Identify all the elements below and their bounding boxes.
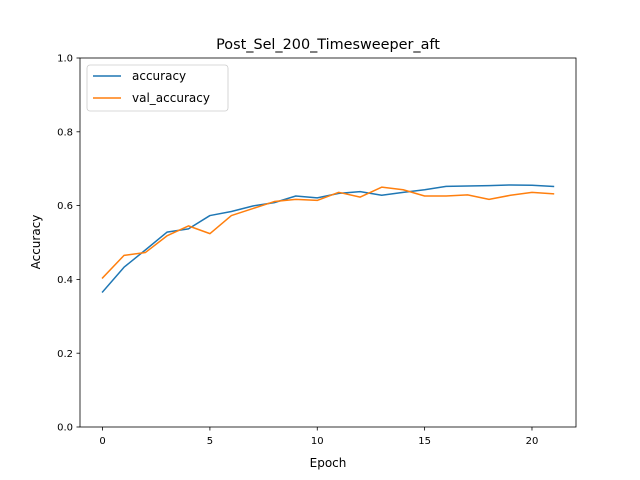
y-tick-label: 0.2 (57, 349, 73, 360)
x-tick-label: 20 (526, 436, 539, 447)
y-tick-label: 0.4 (57, 275, 73, 286)
legend: accuracy val_accuracy (86, 64, 229, 112)
axes-frame (79, 57, 577, 428)
y-tick-label: 1.0 (57, 54, 73, 65)
x-tick-label: 0 (99, 436, 105, 447)
y-axis-label: Accuracy (29, 215, 43, 270)
series-line-val-accuracy (101, 186, 555, 279)
x-tick-label: 10 (311, 436, 324, 447)
y-tick-label: 0.0 (57, 423, 73, 434)
legend-label: accuracy (132, 69, 186, 83)
x-tick-label: 5 (207, 436, 213, 447)
x-tick-label: 15 (418, 436, 431, 447)
y-tick-label: 0.8 (57, 127, 73, 138)
legend-box (86, 64, 229, 112)
x-axis-label: Epoch (310, 456, 347, 470)
legend-label: val_accuracy (132, 91, 210, 105)
y-tick-label: 0.6 (57, 201, 73, 212)
plot-area: 0 5 10 15 20 0.0 0.2 0.4 0.6 0.8 1.0 (57, 54, 577, 447)
chart-title: Post_Sel_200_Timesweeper_aft (216, 37, 440, 53)
